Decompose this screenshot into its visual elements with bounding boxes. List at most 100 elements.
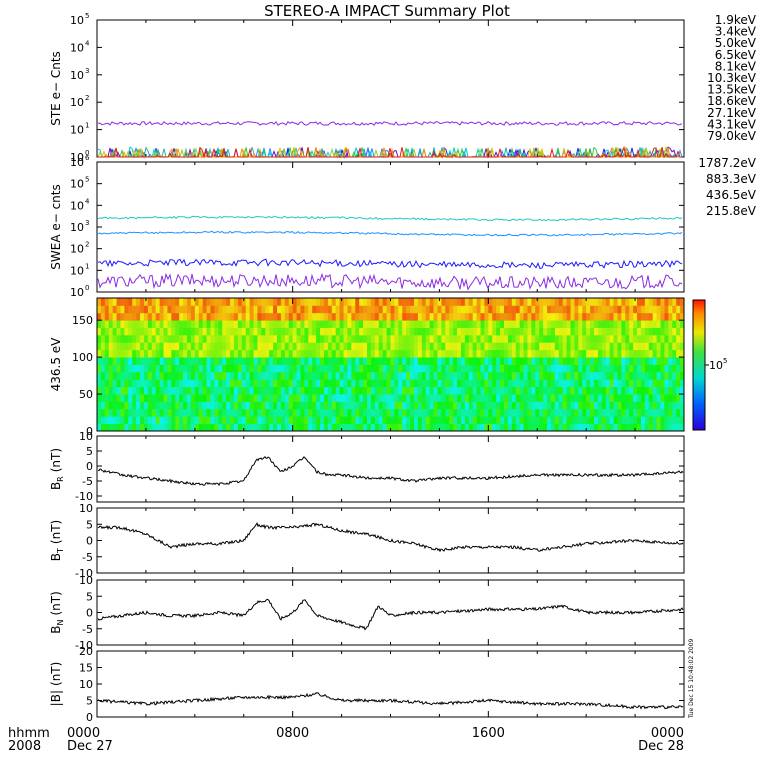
heatmap-cell (292, 349, 297, 358)
heatmap-cell (320, 320, 325, 328)
heatmap-cell (531, 408, 536, 417)
heatmap-cell (609, 394, 614, 402)
heatmap-cell (187, 386, 192, 395)
heatmap-cell (316, 386, 321, 395)
heatmap-cell (339, 298, 344, 306)
heatmap-cell (410, 364, 415, 373)
heatmap-cell (445, 298, 450, 306)
heatmap-cell (136, 394, 141, 402)
heatmap-cell (413, 320, 419, 328)
heatmap-cell (625, 386, 630, 395)
heatmap-cell (644, 379, 650, 388)
heatmap-cell (617, 320, 622, 328)
heatmap-cell (425, 386, 431, 395)
heatmap-cell (492, 312, 497, 321)
heatmap-cell (570, 371, 575, 380)
heatmap-cell (410, 312, 415, 321)
heatmap-cell (351, 342, 356, 351)
heatmap-cell (480, 416, 485, 425)
heatmap-cell (183, 305, 188, 314)
heatmap-cell (210, 416, 215, 425)
heatmap-cell (468, 312, 474, 321)
y-tick-exponent: 5 (85, 12, 89, 20)
heatmap-cell (116, 320, 121, 328)
y-tick-label: 5 (86, 445, 93, 458)
heatmap-cell (218, 357, 223, 365)
heatmap-cell (359, 320, 364, 328)
heatmap-cell (104, 342, 110, 351)
heatmap-cell (128, 357, 133, 365)
heatmap-cell (327, 349, 333, 358)
heatmap-cell (210, 364, 215, 373)
heatmap-cell (590, 386, 595, 395)
heatmap-cell (245, 298, 251, 306)
heatmap-cell (194, 408, 200, 417)
heatmap-cell (410, 327, 415, 336)
heatmap-cell (507, 327, 513, 336)
heatmap-cell (500, 320, 505, 328)
heatmap-cell (367, 423, 372, 432)
heatmap-cell (500, 312, 505, 321)
heatmap-cell (335, 305, 341, 314)
heatmap-cell (155, 386, 161, 395)
heatmap-cell (218, 394, 223, 402)
heatmap-cell (284, 327, 290, 336)
heatmap-cell (527, 342, 532, 351)
heatmap-cell (143, 312, 149, 321)
heatmap-cell (143, 342, 149, 351)
heatmap-cell (566, 371, 571, 380)
heatmap-cell (500, 386, 505, 395)
heatmap-cell (672, 305, 677, 314)
heatmap-cell (570, 357, 575, 365)
heatmap-cell (347, 357, 352, 365)
heatmap-cell (327, 386, 333, 395)
heatmap-cell (292, 401, 297, 410)
heatmap-cell (449, 327, 454, 336)
heatmap-cell (633, 423, 638, 432)
heatmap-cell (441, 416, 446, 425)
heatmap-cell (288, 349, 294, 358)
heatmap-cell (398, 401, 403, 410)
heatmap-cell (273, 327, 278, 336)
heatmap-cell (656, 357, 661, 365)
heatmap-cell (652, 334, 657, 343)
heatmap-cell (323, 349, 329, 358)
heatmap-cell (457, 394, 462, 402)
heatmap-cell (445, 371, 450, 380)
heatmap-cell (159, 423, 164, 432)
heatmap-cell (206, 298, 211, 306)
heatmap-cell (179, 408, 184, 417)
heatmap-cell (374, 379, 380, 388)
heatmap-cell (582, 357, 587, 365)
heatmap-cell (108, 349, 114, 358)
heatmap-cell (183, 401, 188, 410)
heatmap-cell (668, 342, 673, 351)
heatmap-cell (503, 408, 509, 417)
heatmap-cell (472, 386, 477, 395)
x-tick-label: 0000 (67, 726, 100, 741)
heatmap-cell (554, 386, 560, 395)
heatmap-cell (230, 386, 235, 395)
heatmap-cell (672, 364, 677, 373)
heatmap-cell (570, 305, 575, 314)
heatmap-cell (668, 386, 673, 395)
heatmap-cell (367, 312, 372, 321)
heatmap-cell (167, 357, 172, 365)
heatmap-cell (179, 394, 184, 402)
heatmap-cell (143, 401, 149, 410)
heatmap-cell (257, 320, 262, 328)
heatmap-cell (648, 320, 654, 328)
heatmap-cell (273, 312, 278, 321)
heatmap-cell (496, 312, 501, 321)
heatmap-cell (464, 394, 470, 402)
heatmap-cell (625, 371, 630, 380)
heatmap-cell (253, 305, 258, 314)
heatmap-cell (511, 320, 517, 328)
heatmap-cell (261, 357, 266, 365)
heatmap-cell (574, 423, 579, 432)
heatmap-cell (206, 423, 211, 432)
heatmap-cell (155, 394, 161, 402)
heatmap-cell (187, 312, 192, 321)
heatmap-cell (492, 394, 497, 402)
heatmap-cell (449, 342, 454, 351)
